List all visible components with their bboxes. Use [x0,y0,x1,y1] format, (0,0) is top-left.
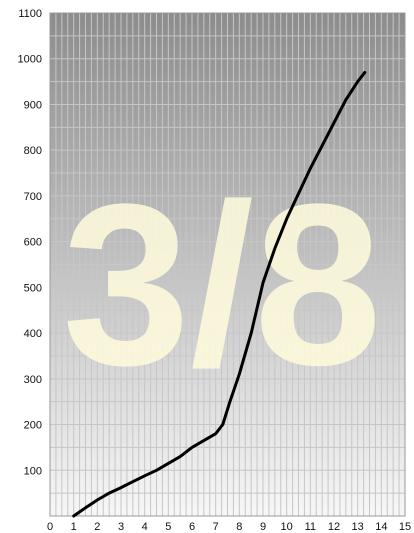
x-tick-label: 12 [328,521,340,533]
x-tick-label: 9 [260,521,266,533]
x-tick-label: 14 [375,521,387,533]
x-tick-label: 15 [399,521,411,533]
y-tick-label: 900 [24,99,42,111]
x-tick-label: 4 [142,521,148,533]
y-tick-label: 1000 [18,54,42,66]
y-axis-ticks: 100 200 300 400 500 600 700 800 900 1000 1100 [18,8,42,477]
x-tick-label: 6 [189,521,195,533]
series-line [72,70,367,518]
x-tick-label: 8 [236,521,242,533]
x-tick-label: 2 [94,521,100,533]
y-tick-label: 1100 [18,8,42,20]
y-tick-label: 300 [24,374,42,386]
watermark-text: 3/8 [62,156,382,413]
y-tick-label: 400 [24,328,42,340]
x-tick-label: 11 [305,521,316,533]
x-tick-label: 13 [352,521,364,533]
x-tick-label: 0 [47,521,53,533]
plot-frame [49,12,406,517]
y-tick-label: 800 [24,145,42,157]
x-tick-label: 7 [213,521,219,533]
y-tick-label: 700 [24,191,42,203]
x-tick-label: 10 [281,521,293,533]
x-tick-label: 1 [71,521,77,533]
grid [50,13,405,516]
y-tick-label: 500 [24,282,42,294]
x-tick-label: 3 [118,521,124,533]
y-tick-label: 600 [24,237,42,249]
x-tick-label: 5 [165,521,171,533]
y-tick-label: 100 [24,465,42,477]
y-tick-label: 200 [24,420,42,432]
x-axis-ticks: 0 1 2 3 4 5 6 7 8 9 10 11 12 13 14 15 [47,521,411,533]
